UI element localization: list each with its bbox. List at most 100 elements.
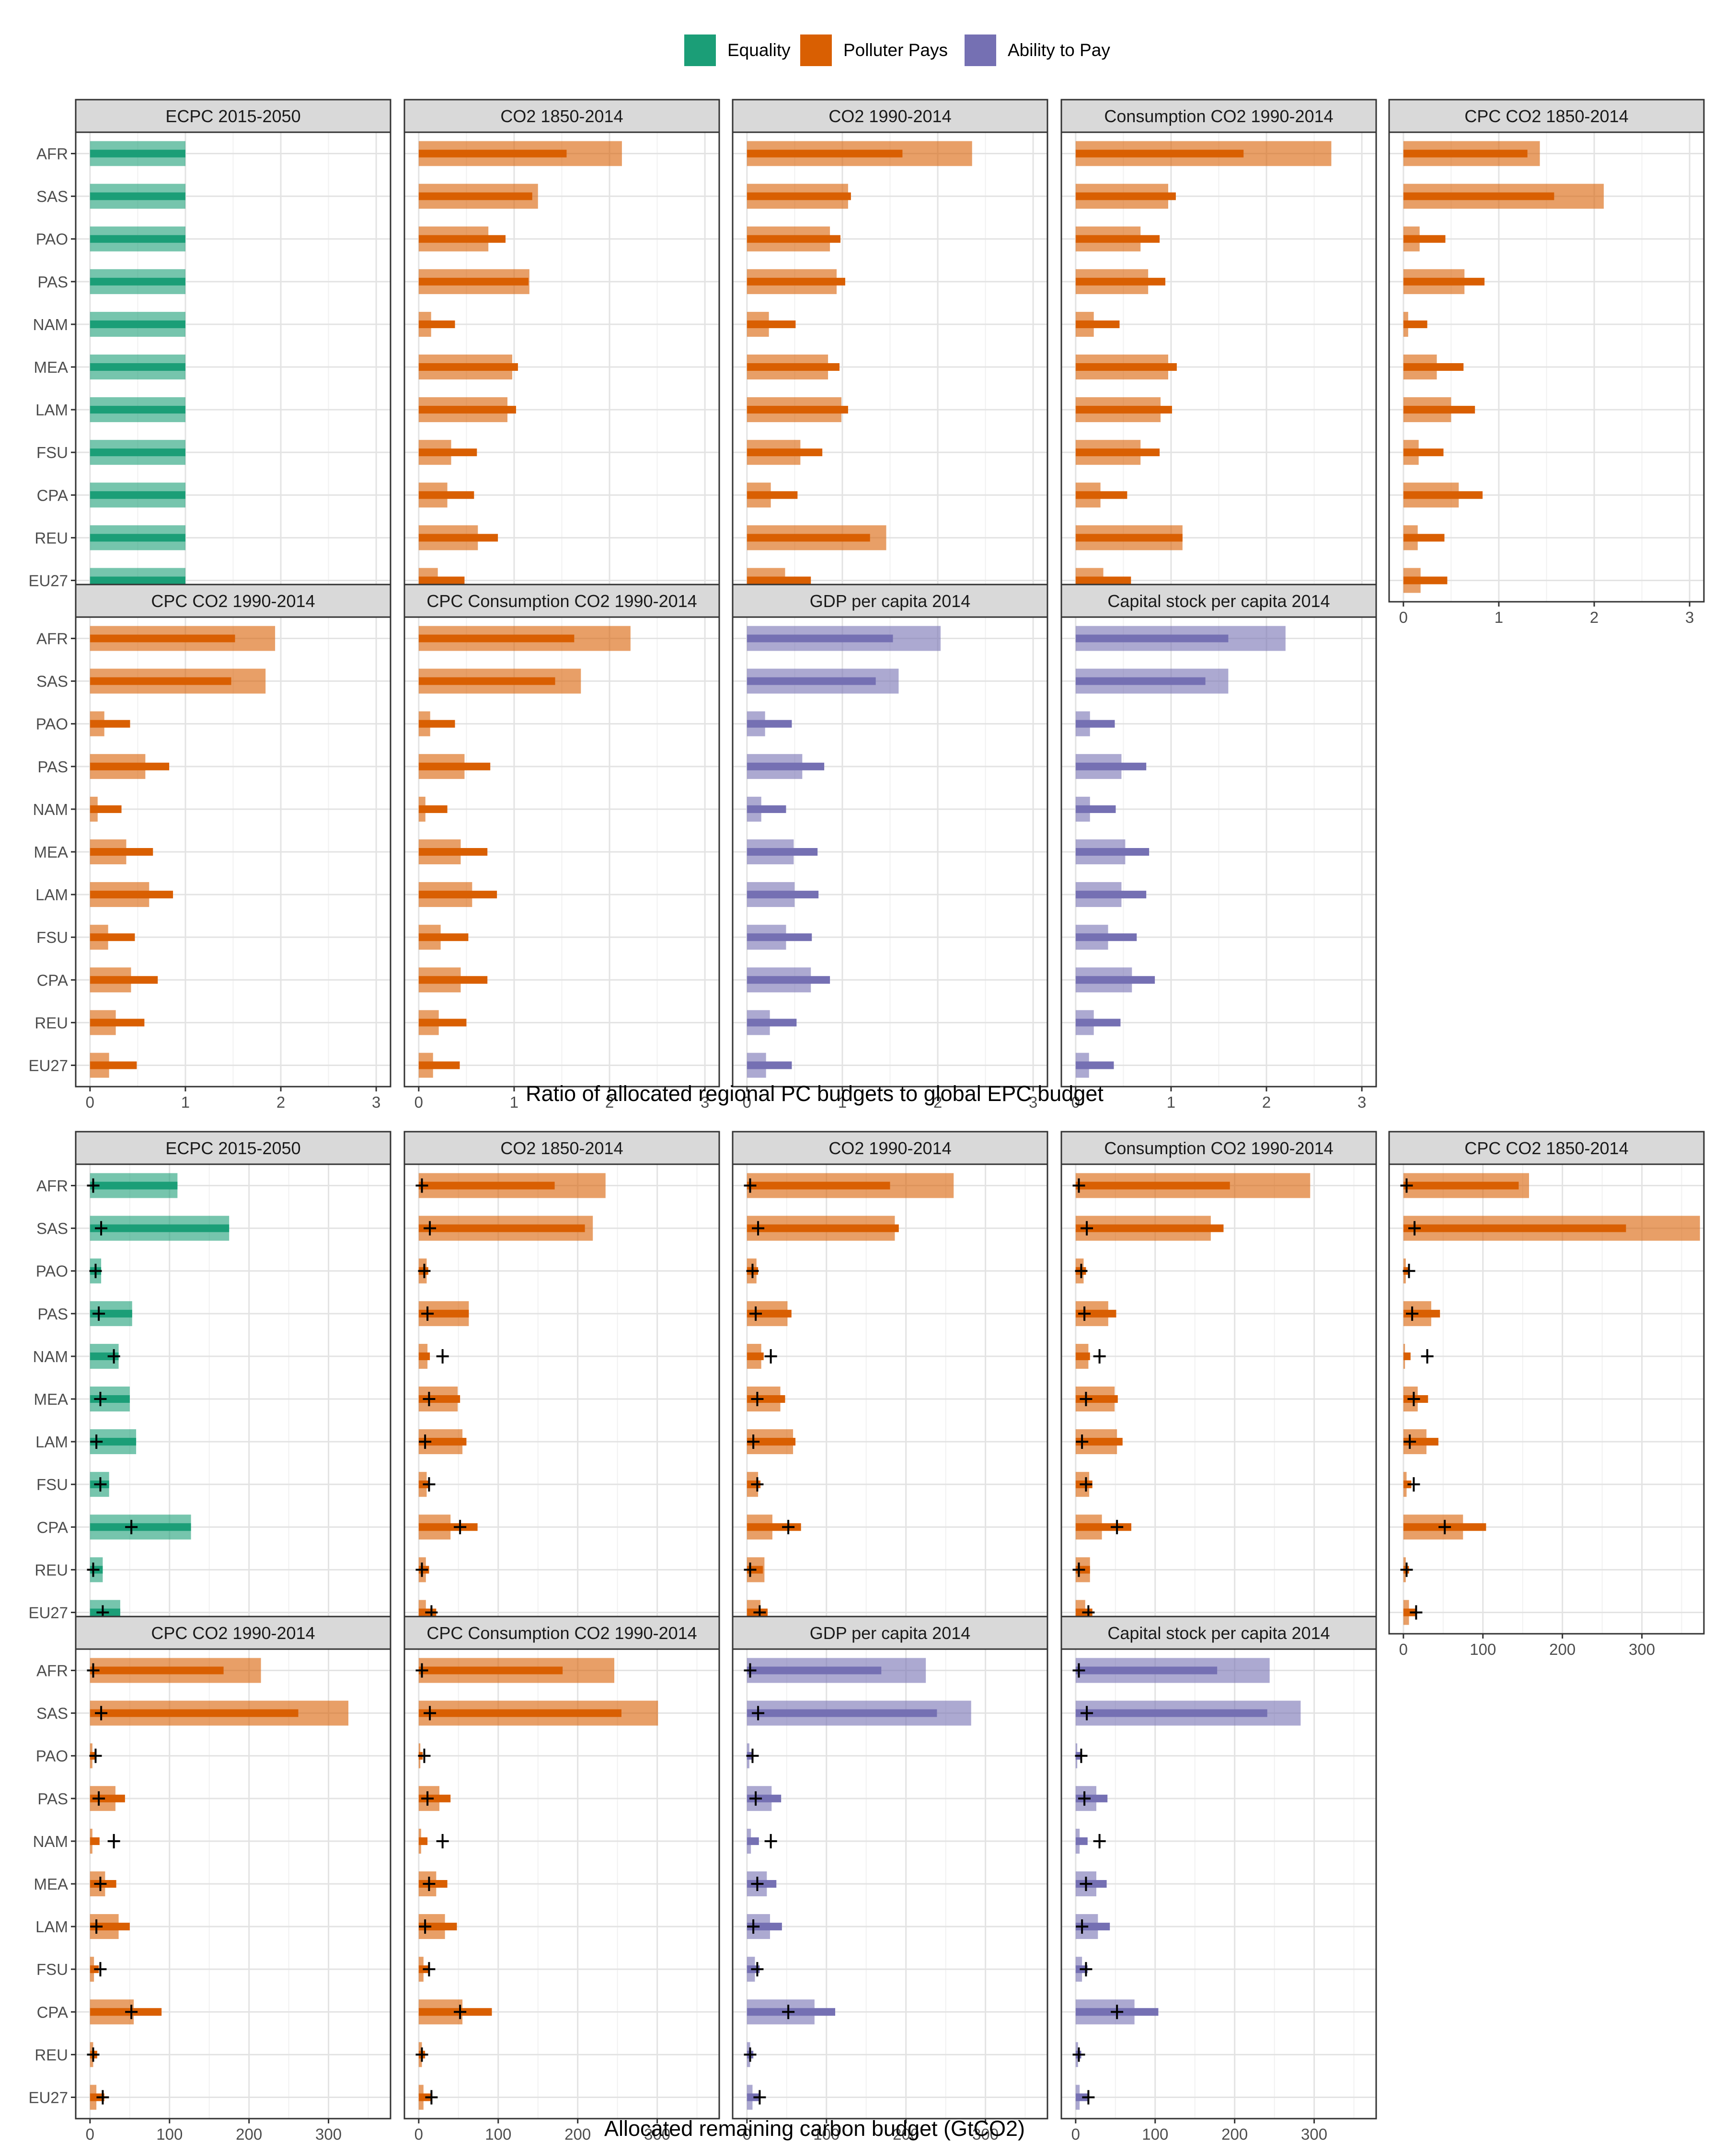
bar-narrow-AFR bbox=[747, 1666, 882, 1674]
y-tick-label: SAS bbox=[36, 673, 68, 690]
y-tick-label: MEA bbox=[34, 358, 68, 376]
bar-narrow-PAS bbox=[1403, 277, 1485, 286]
bar-narrow-REU bbox=[418, 534, 498, 542]
bar-narrow-LAM bbox=[1075, 1438, 1123, 1446]
bar-narrow-SAS bbox=[1075, 1224, 1224, 1232]
y-tick-label: AFR bbox=[36, 630, 68, 648]
x-tick-label: 100 bbox=[1142, 2125, 1168, 2143]
bar-narrow-MEA bbox=[90, 848, 153, 856]
bar-narrow-MEA bbox=[747, 848, 818, 856]
bar-narrow-SAS bbox=[1075, 192, 1176, 200]
x-tick-label: 3 bbox=[1685, 608, 1694, 626]
y-tick-label: SAS bbox=[36, 188, 68, 206]
bar-narrow-SAS bbox=[90, 1709, 299, 1717]
bar-narrow-NAM bbox=[747, 320, 796, 328]
bar-narrow-EU27 bbox=[1075, 2093, 1088, 2101]
x-tick-label: 1 bbox=[1495, 608, 1503, 626]
panel-strip bbox=[1060, 1131, 1377, 1165]
panel-border bbox=[732, 1648, 1048, 2120]
bar-narrow-PAS bbox=[90, 1309, 132, 1318]
legend-label-2: Ability to Pay bbox=[1008, 40, 1110, 60]
bar-narrow-PAO bbox=[418, 720, 455, 728]
bar-narrow-CPA bbox=[418, 1523, 478, 1531]
y-tick-label: EU27 bbox=[28, 2088, 68, 2106]
bar-narrow-LAM bbox=[1075, 891, 1147, 899]
bar-narrow-NAM bbox=[1075, 805, 1116, 813]
bar-narrow-PAS bbox=[1075, 762, 1147, 770]
bar-narrow-FSU bbox=[1075, 448, 1160, 457]
x-tick-label: 100 bbox=[485, 2125, 511, 2143]
legend-label-0: Equality bbox=[727, 40, 791, 60]
bar-narrow-REU bbox=[90, 534, 185, 542]
x-tick-label: 0 bbox=[743, 1093, 751, 1111]
x-tick-label: 0 bbox=[86, 2125, 94, 2143]
panel-strip bbox=[732, 584, 1048, 618]
bar-narrow-NAM bbox=[747, 1837, 759, 1845]
x-tick-label: 3 bbox=[1357, 1093, 1366, 1111]
bar-narrow-AFR bbox=[90, 634, 235, 642]
y-tick-label: NAM bbox=[33, 801, 68, 818]
bar-narrow-PAS bbox=[747, 277, 845, 286]
bar-narrow-FSU bbox=[418, 448, 477, 457]
bar-narrow-CPA bbox=[1075, 976, 1155, 984]
legend: Equality Polluter Pays Ability to Pay bbox=[684, 34, 1110, 66]
x-tick-label: 200 bbox=[893, 2125, 919, 2143]
bar-narrow-FSU bbox=[1403, 448, 1444, 457]
bar-narrow-CPA bbox=[747, 491, 798, 499]
x-tick-label: 100 bbox=[813, 2125, 840, 2143]
bar-narrow-SAS bbox=[90, 677, 231, 685]
y-tick-label: CPA bbox=[37, 2003, 68, 2021]
y-tick-label: EU27 bbox=[28, 572, 68, 589]
y-tick-label: MEA bbox=[34, 1390, 68, 1408]
x-tick-label: 300 bbox=[1629, 1640, 1655, 1658]
bar-narrow-CPA bbox=[1075, 491, 1127, 499]
bar-narrow-AFR bbox=[418, 1181, 555, 1190]
panel-title: CPC CO2 1850-2014 bbox=[1464, 106, 1628, 126]
panel-title: CPC CO2 1990-2014 bbox=[151, 1623, 315, 1643]
bar-narrow-AFR bbox=[1075, 1666, 1218, 1674]
x-tick-label: 0 bbox=[1399, 1640, 1408, 1658]
panel-title: CPC Consumption CO2 1990-2014 bbox=[426, 591, 697, 611]
bar-narrow-SAS bbox=[1075, 1709, 1267, 1717]
bar-narrow-REU bbox=[90, 1019, 145, 1027]
bar-narrow-AFR bbox=[418, 1666, 563, 1674]
bar-narrow-PAS bbox=[1075, 277, 1166, 286]
panel-title: CO2 1990-2014 bbox=[828, 106, 951, 126]
x-tick-label: 1 bbox=[510, 1093, 518, 1111]
bar-narrow-AFR bbox=[1403, 149, 1528, 158]
bar-narrow-PAO bbox=[747, 720, 792, 728]
panel-title: ECPC 2015-2050 bbox=[165, 106, 300, 126]
bar-narrow-PAS bbox=[418, 762, 491, 770]
bar-narrow-LAM bbox=[418, 1438, 467, 1446]
bar-narrow-PAO bbox=[90, 720, 130, 728]
panel-strip bbox=[1060, 1616, 1377, 1650]
y-tick-label: FSU bbox=[36, 1961, 68, 1978]
y-tick-label: PAS bbox=[37, 1305, 68, 1323]
y-tick-label: PAO bbox=[36, 230, 68, 248]
x-tick-label: 2 bbox=[605, 1093, 614, 1111]
bar-narrow-LAM bbox=[747, 1923, 782, 1931]
bar-narrow-EU27 bbox=[1075, 576, 1131, 585]
y-tick-label: CPA bbox=[37, 1518, 68, 1536]
bar-narrow-LAM bbox=[1403, 1438, 1438, 1446]
bar-narrow-EU27 bbox=[418, 1061, 460, 1069]
y-tick-label: REU bbox=[34, 1561, 68, 1579]
bar-narrow-PAS bbox=[747, 1309, 792, 1318]
bar-narrow-EU27 bbox=[418, 2093, 432, 2101]
bar-narrow-FSU bbox=[747, 448, 823, 457]
x-tick-label: 100 bbox=[156, 2125, 183, 2143]
bar-narrow-NAM bbox=[747, 1352, 764, 1360]
y-tick-label: FSU bbox=[36, 929, 68, 946]
bar-narrow-PAO bbox=[418, 235, 506, 243]
bar-narrow-LAM bbox=[90, 891, 173, 899]
panel-title: GDP per capita 2014 bbox=[810, 1623, 971, 1643]
panel-strip bbox=[732, 99, 1048, 133]
bar-narrow-NAM bbox=[747, 805, 786, 813]
x-tick-label: 200 bbox=[564, 2125, 591, 2143]
x-axis-title-ratio: Ratio of allocated regional PC budgets t… bbox=[526, 1081, 1104, 1106]
panel-title: Consumption CO2 1990-2014 bbox=[1104, 1138, 1333, 1158]
bar-narrow-SAS bbox=[90, 1224, 230, 1232]
bar-narrow-PAS bbox=[418, 1309, 469, 1318]
panel-1-8: Capital stock per capita 2014 0 100 200 300 bbox=[1060, 1616, 1377, 2143]
